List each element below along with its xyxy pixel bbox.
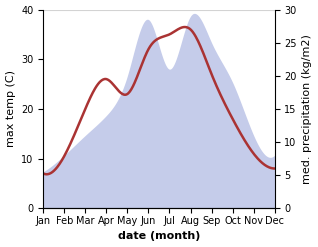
- Y-axis label: max temp (C): max temp (C): [5, 70, 16, 147]
- X-axis label: date (month): date (month): [118, 231, 200, 242]
- Y-axis label: med. precipitation (kg/m2): med. precipitation (kg/m2): [302, 34, 313, 184]
